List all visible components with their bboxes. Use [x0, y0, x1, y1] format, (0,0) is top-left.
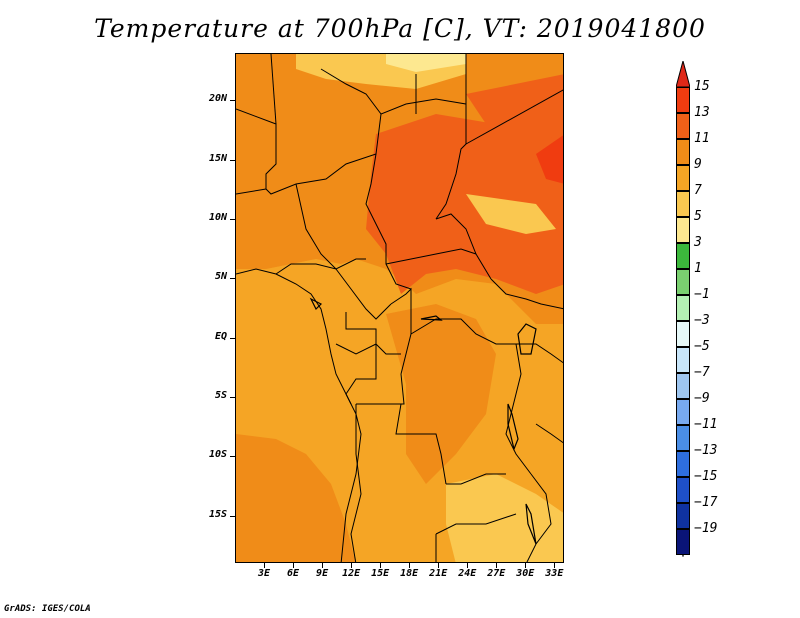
- coastline: [236, 268, 362, 562]
- lat-tick-label: 20N: [208, 93, 227, 105]
- lon-tick-label: 9E: [316, 568, 329, 579]
- field-region-t13-central: [366, 94, 563, 294]
- colorbar-swatch: [676, 477, 690, 503]
- colorbar-swatch: [676, 451, 690, 477]
- footer-credit: GrADS: IGES/COLA: [4, 604, 91, 614]
- field-region-t15-hotspot: [536, 135, 563, 184]
- colorbar-swatch: [676, 295, 690, 321]
- colorbar-swatch: [676, 373, 690, 399]
- colorbar-top-triangle: [676, 61, 690, 88]
- lat-tick-mark: [230, 219, 235, 221]
- colorbar-label: −11: [694, 417, 718, 432]
- chart-title: Temperature at 700hPa [C], VT: 201904180…: [94, 14, 706, 43]
- lon-tick-label: 30E: [516, 568, 535, 579]
- colorbar-label: −19: [694, 521, 718, 536]
- field-region-t11-southwest: [236, 434, 356, 562]
- colorbar-swatch: [676, 87, 690, 113]
- lat-tick-label: 15S: [208, 508, 227, 520]
- colorbar-top-arrow: [676, 61, 690, 88]
- field-region-t7-east: [466, 194, 556, 234]
- colorbar-swatch: [676, 243, 690, 269]
- lat-tick-label: 10N: [208, 212, 227, 224]
- colorbar-label: 13: [694, 105, 710, 120]
- lat-tick-mark: [230, 396, 235, 398]
- lon-tick-label: 33E: [545, 568, 564, 579]
- colorbar-swatch: [676, 113, 690, 139]
- colorbar-label: 11: [694, 131, 710, 146]
- colorbar-label: −15: [694, 469, 718, 484]
- lon-tick-mark: [554, 563, 556, 568]
- lon-tick-mark: [264, 563, 266, 568]
- lon-tick-mark: [293, 563, 295, 568]
- lon-tick-label: 6E: [287, 568, 300, 579]
- lat-tick-mark: [230, 159, 235, 161]
- colorbar-swatch: [676, 217, 690, 243]
- colorbar-swatch: [676, 503, 690, 529]
- map-frame: [235, 53, 564, 563]
- lon-tick-mark: [438, 563, 440, 568]
- lat-tick-label: 5N: [214, 271, 227, 283]
- lon-tick-mark: [496, 563, 498, 568]
- lon-tick-mark: [525, 563, 527, 568]
- lakes: [309, 297, 537, 545]
- lon-tick-label: 12E: [342, 568, 361, 579]
- field-region-t5-top: [386, 54, 466, 72]
- lat-tick-label: 15N: [208, 152, 227, 164]
- colorbar-swatch: [676, 321, 690, 347]
- colorbar-label: −3: [694, 313, 710, 328]
- colorbar-label: −5: [694, 339, 710, 354]
- colorbar-label: 9: [694, 157, 702, 172]
- colorbar-label: −13: [694, 443, 718, 458]
- lon-tick-label: 15E: [371, 568, 390, 579]
- lon-tick-mark: [409, 563, 411, 568]
- lat-tick-mark: [230, 515, 235, 517]
- lat-tick-mark: [230, 100, 235, 102]
- field-region-t13-ne: [466, 74, 563, 144]
- lat-tick-label: 10S: [208, 449, 227, 461]
- colorbar-label: −1: [694, 287, 710, 302]
- lon-tick-label: 18E: [400, 568, 419, 579]
- lon-tick-label: 21E: [429, 568, 448, 579]
- colorbar-label: 1: [694, 261, 702, 276]
- colorbar-label: −17: [694, 495, 718, 510]
- lon-tick-label: 27E: [487, 568, 506, 579]
- lon-tick-mark: [351, 563, 353, 568]
- colorbar-label: 5: [694, 209, 702, 224]
- colorbar-label: 3: [694, 235, 702, 250]
- lon-tick-mark: [322, 563, 324, 568]
- field-region-t11-center: [386, 304, 496, 484]
- colorbar-swatch: [676, 425, 690, 451]
- colorbar-swatch: [676, 139, 690, 165]
- lat-tick-mark: [230, 278, 235, 280]
- colorbar-swatch: [676, 269, 690, 295]
- colorbar-label: −9: [694, 391, 710, 406]
- colorbar-label: 15: [694, 79, 710, 94]
- country-borders: [236, 54, 563, 562]
- lon-tick-mark: [380, 563, 382, 568]
- colorbar-swatch: [676, 399, 690, 425]
- colorbar-label: 7: [694, 183, 702, 198]
- colorbar-swatch: [676, 191, 690, 217]
- lat-tick-label: EQ: [214, 330, 227, 342]
- lon-tick-label: 24E: [458, 568, 477, 579]
- lat-tick-mark: [230, 456, 235, 458]
- lat-tick-label: 5S: [214, 389, 227, 401]
- colorbar-swatch: [676, 347, 690, 373]
- lon-tick-label: 3E: [257, 568, 271, 579]
- colorbar-label: −7: [694, 365, 710, 380]
- colorbar-swatch: [676, 165, 690, 191]
- lat-tick-mark: [230, 337, 235, 339]
- colorbar-swatch: [676, 529, 690, 555]
- temperature-map: [236, 54, 563, 562]
- lon-tick-mark: [467, 563, 469, 568]
